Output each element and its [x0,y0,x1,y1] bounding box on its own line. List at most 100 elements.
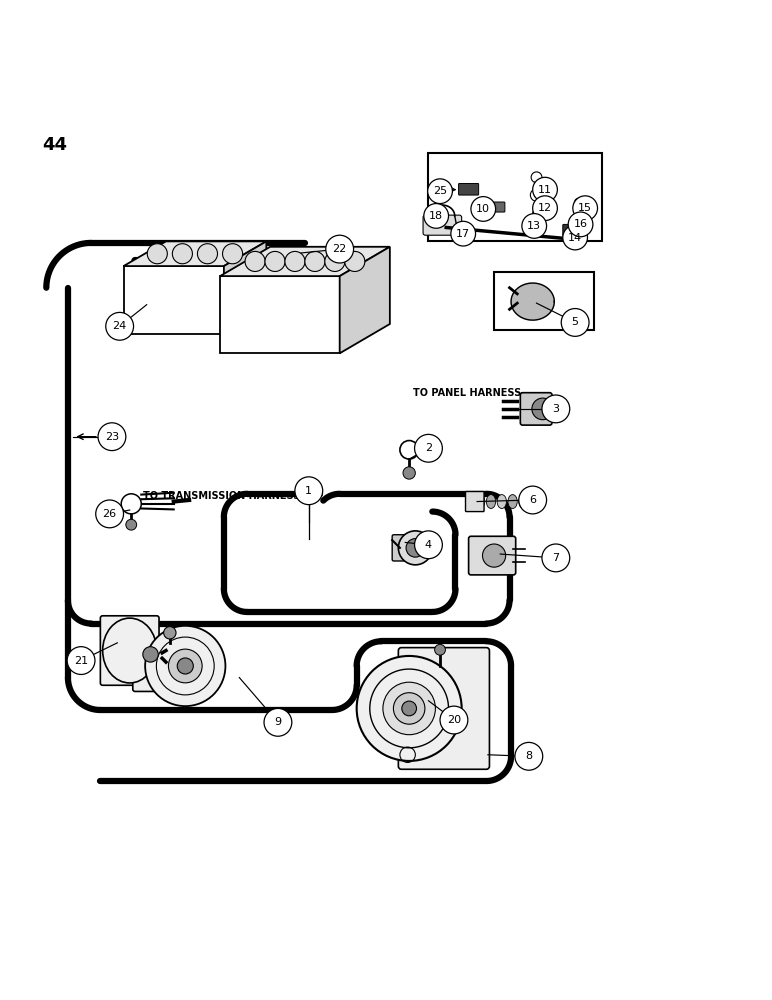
Polygon shape [340,247,390,353]
Circle shape [145,626,225,706]
Text: 14: 14 [568,233,582,243]
Polygon shape [511,283,554,320]
Text: 7: 7 [552,553,560,563]
Text: 2: 2 [425,443,432,453]
Text: 1: 1 [305,486,313,496]
Circle shape [178,658,193,674]
FancyBboxPatch shape [469,536,516,575]
FancyBboxPatch shape [100,616,159,685]
Text: 26: 26 [103,509,117,519]
Ellipse shape [103,618,157,683]
Circle shape [451,221,476,246]
Text: 22: 22 [333,244,347,254]
Circle shape [542,395,570,423]
Circle shape [532,398,554,420]
FancyBboxPatch shape [459,183,479,195]
Text: TO PANEL HARNESS: TO PANEL HARNESS [413,388,521,398]
FancyBboxPatch shape [494,272,594,330]
Circle shape [415,531,442,559]
Text: 12: 12 [538,203,552,213]
Circle shape [265,251,285,271]
Circle shape [172,244,192,264]
Circle shape [394,693,425,724]
Circle shape [326,235,354,263]
Text: 16: 16 [574,219,587,229]
Text: 13: 13 [527,221,541,231]
Circle shape [398,531,432,565]
Circle shape [285,251,305,271]
Circle shape [471,197,496,221]
Text: 11: 11 [538,185,552,195]
Circle shape [435,644,445,655]
FancyBboxPatch shape [428,153,602,241]
Circle shape [534,193,539,197]
Circle shape [147,244,168,264]
Circle shape [143,647,158,662]
Circle shape [428,179,452,204]
Text: 3: 3 [552,404,560,414]
Circle shape [245,251,265,271]
Text: TO TRANSMISSION HARNESS: TO TRANSMISSION HARNESS [143,491,300,501]
Text: 44: 44 [42,136,67,154]
Circle shape [305,251,325,271]
Circle shape [126,519,137,530]
Circle shape [98,423,126,451]
Circle shape [537,211,541,216]
Circle shape [561,309,589,336]
Circle shape [401,701,417,716]
Text: 20: 20 [447,715,461,725]
Text: 8: 8 [525,751,533,761]
Circle shape [573,196,598,221]
Circle shape [96,500,124,528]
Circle shape [440,706,468,734]
Ellipse shape [497,495,506,508]
Circle shape [121,494,141,514]
Circle shape [357,656,462,761]
Text: 10: 10 [476,204,490,214]
Circle shape [574,198,584,207]
Text: 25: 25 [433,186,447,196]
Circle shape [515,742,543,770]
Text: 6: 6 [529,495,537,505]
Circle shape [531,172,542,183]
Circle shape [533,196,557,221]
FancyBboxPatch shape [563,224,583,236]
Circle shape [403,467,415,479]
Text: 23: 23 [105,432,119,442]
Text: 9: 9 [274,717,282,727]
Circle shape [563,225,587,250]
Circle shape [424,204,449,228]
Circle shape [295,477,323,505]
Circle shape [198,244,218,264]
Polygon shape [220,276,340,353]
Polygon shape [220,247,390,276]
FancyBboxPatch shape [133,641,207,691]
Text: 5: 5 [571,317,579,327]
FancyBboxPatch shape [423,215,462,235]
Circle shape [106,312,134,340]
FancyBboxPatch shape [466,492,484,512]
Polygon shape [124,241,266,266]
Circle shape [325,251,345,271]
Circle shape [164,627,176,639]
Circle shape [533,177,557,202]
Text: 21: 21 [74,656,88,666]
Circle shape [568,212,593,237]
FancyBboxPatch shape [392,535,418,561]
Text: 4: 4 [425,540,432,550]
Ellipse shape [519,495,528,508]
Circle shape [264,708,292,736]
Circle shape [222,244,242,264]
Circle shape [482,544,506,567]
Text: 15: 15 [578,203,592,213]
Circle shape [415,434,442,462]
Text: 17: 17 [456,229,470,239]
Circle shape [542,544,570,572]
Circle shape [406,539,425,557]
Circle shape [67,647,95,674]
Text: 18: 18 [429,211,443,221]
Ellipse shape [508,495,517,508]
Polygon shape [124,266,224,334]
FancyBboxPatch shape [520,393,552,425]
Polygon shape [224,241,266,334]
